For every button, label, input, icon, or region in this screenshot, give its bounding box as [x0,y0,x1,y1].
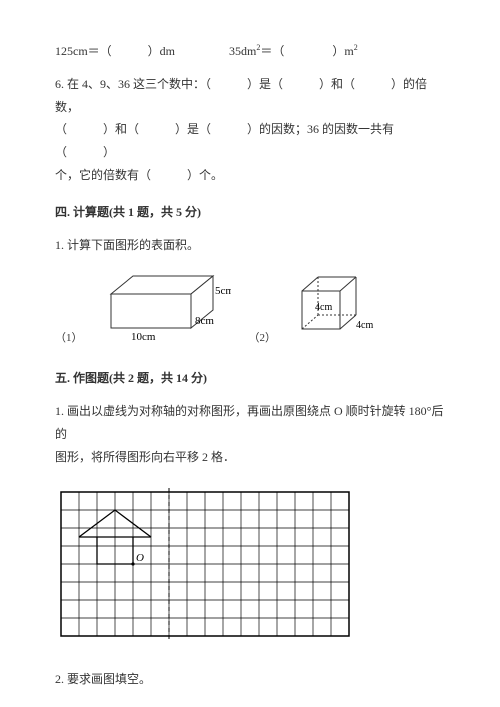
figure-row: （1） 5cm 8cm 10cm （2） [55,266,445,349]
q5-part1: 125cm＝（ ）dm [55,44,175,58]
q6-line1: 6. 在 4、9、36 这三个数中：（ ）是（ ）和（ ）的倍数， [55,73,445,119]
q5-part3-exp: 2 [354,43,358,52]
cube-edge1: 4cm [315,302,332,313]
q6-line3: 个，它的倍数有（ ）个。 [55,164,445,187]
cuboid-index: （1） [55,328,83,349]
cuboid-width: 8cm [195,315,214,327]
section4-title: 四. 计算题(共 1 题，共 5 分) [55,201,445,224]
cuboid-figure: 5cm 8cm 10cm [101,266,231,349]
grid-figure: O [55,486,445,650]
section4-q1: 1. 计算下面图形的表面积。 [55,234,445,257]
section5-q2: 2. 要求画图填空。 [55,668,445,691]
q5-part2: 35dm [229,44,256,58]
section5-title: 五. 作图题(共 2 题，共 14 分) [55,367,445,390]
q6-block: 6. 在 4、9、36 这三个数中：（ ）是（ ）和（ ）的倍数， （ ）和（ … [55,73,445,187]
section5-q1a: 1. 画出以虚线为对称轴的对称图形，再画出原图绕点 O 顺时针旋转 180°后的 [55,400,445,446]
cube-figure: 4cm 4cm [294,271,379,349]
q5-part3: ＝（ ）m [260,44,353,58]
q6-line2: （ ）和（ ）是（ ）的因数；36 的因数一共有（ ） [55,118,445,164]
cube-edge2: 4cm [356,320,373,331]
cuboid-length: 10cm [131,331,156,341]
q5-gap [178,44,226,58]
cube-index: （2） [249,328,277,349]
svg-text:O: O [136,552,144,564]
q5-line: 125cm＝（ ）dm 35dm2＝（ ）m2 [55,40,445,63]
cuboid-height: 5cm [215,285,231,297]
section5-q1b: 图形，将所得图形向右平移 2 格． [55,446,445,469]
